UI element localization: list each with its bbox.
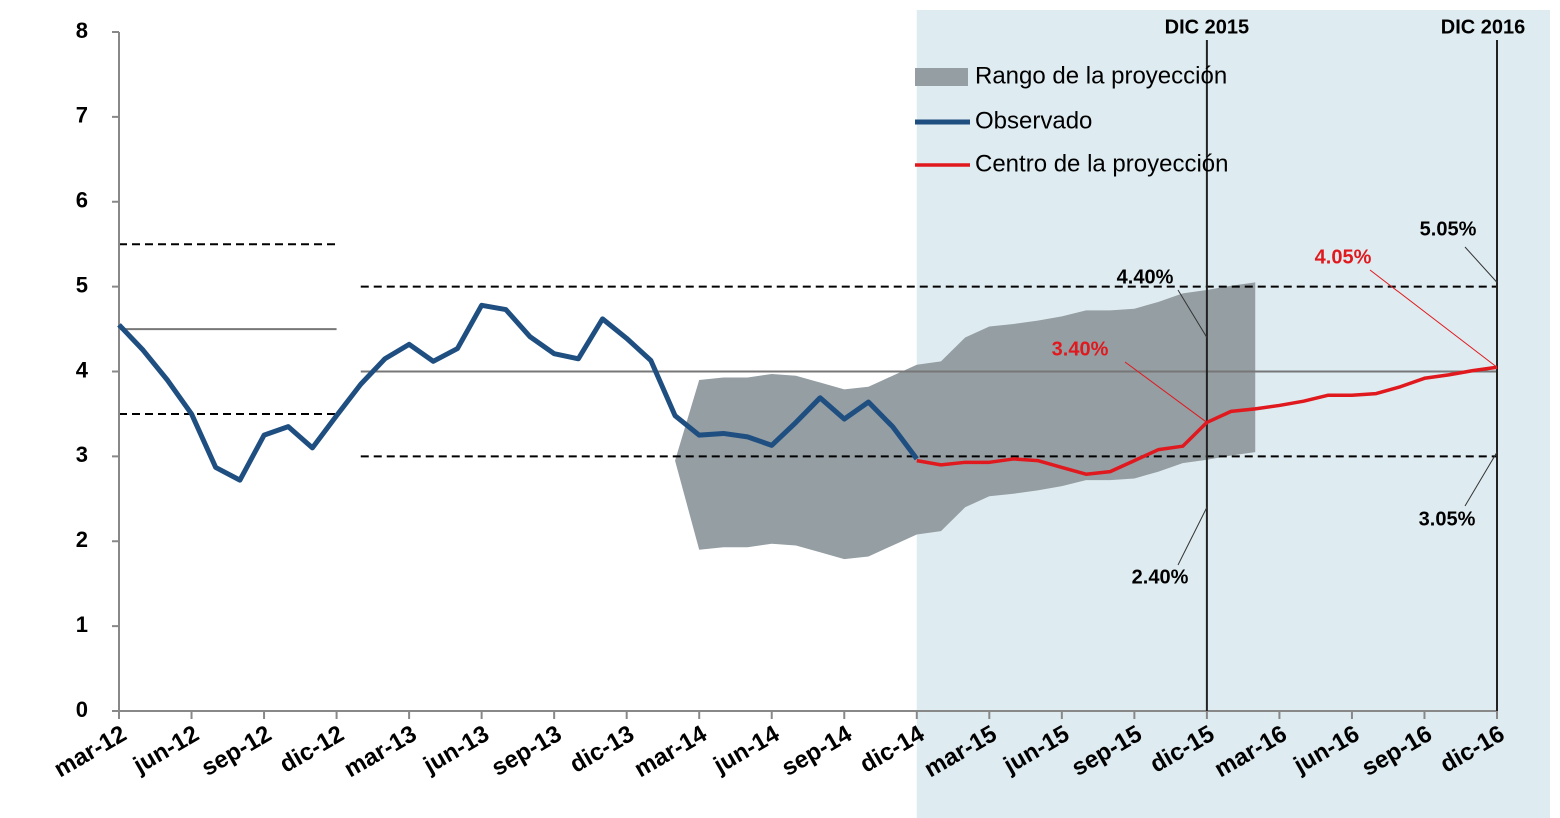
x-tick-label: dic-13: [565, 720, 639, 778]
y-tick-label: 7: [76, 103, 88, 128]
series-line: [117, 302, 919, 483]
y-tick-label: 3: [76, 442, 88, 467]
x-tick-label: jun-12: [128, 720, 204, 779]
y-tick-label: 1: [76, 612, 88, 637]
annotation-leader: [1124, 361, 1208, 423]
y-tick-label: 2: [76, 527, 88, 552]
annotation-leader: [1369, 269, 1498, 368]
annotation-leader: [1464, 246, 1498, 283]
x-tick-label: jun-13: [418, 720, 494, 779]
y-tick-label: 0: [76, 697, 88, 722]
annotation-leader: [1177, 507, 1208, 566]
legend-label: Observado: [975, 107, 1092, 134]
annotation-label: 2.40%: [1132, 566, 1189, 588]
x-tick-label: sep-12: [197, 720, 276, 781]
projection-band: [675, 282, 1256, 560]
x-tick-label: mar-13: [340, 720, 422, 783]
annotation-leader: [1177, 289, 1208, 338]
x-tick-label: mar-14: [630, 720, 712, 783]
annotation-label: 3.40%: [1052, 338, 1109, 360]
annotation-label: 5.05%: [1420, 218, 1477, 240]
annotation-label: 4.40%: [1117, 266, 1174, 288]
x-tick-label: jun-14: [708, 720, 784, 780]
period-label: DIC 2015: [1165, 16, 1250, 38]
x-tick-label: mar-12: [49, 720, 131, 783]
y-tick-label: 6: [76, 188, 88, 213]
legend-label: Centro de la proyección: [975, 150, 1228, 177]
legend-swatch: [915, 68, 968, 86]
period-label: DIC 2016: [1441, 16, 1526, 38]
y-tick-label: 8: [76, 18, 88, 43]
legend-label: Rango de la proyección: [975, 62, 1227, 89]
annotation-label: 3.05%: [1419, 508, 1476, 530]
x-tick-label: sep-13: [487, 720, 566, 781]
annotation-leader: [1464, 451, 1498, 507]
annotation-label: 4.05%: [1315, 246, 1372, 268]
y-tick-label: 4: [76, 357, 89, 382]
y-tick-label: 5: [76, 272, 88, 297]
x-tick-label: dic-12: [275, 720, 349, 778]
x-tick-label: sep-14: [777, 720, 857, 782]
